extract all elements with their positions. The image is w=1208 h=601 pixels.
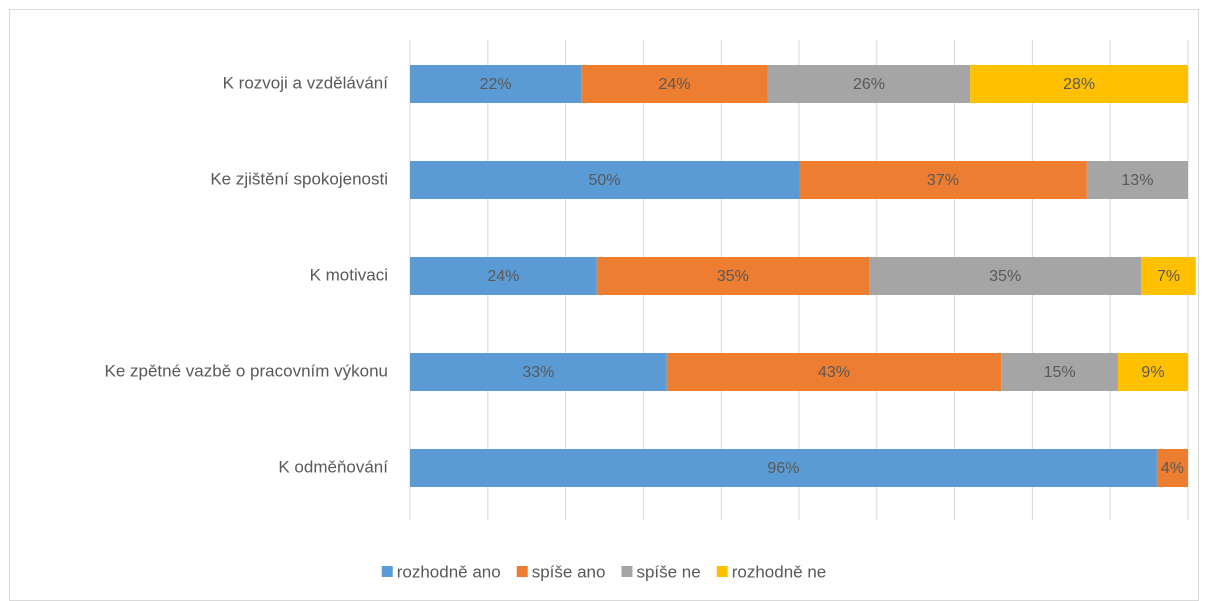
bar-segment: [1086, 161, 1188, 199]
data-label: 9%: [1141, 364, 1164, 381]
bar-segment: [1117, 353, 1188, 391]
legend-swatch: [621, 566, 633, 577]
bar-segment: [410, 161, 799, 199]
data-label: 24%: [659, 76, 691, 93]
bar-segment: [581, 65, 768, 103]
data-label: 4%: [1161, 460, 1184, 477]
bar-segment: [1001, 353, 1118, 391]
legend-swatch: [381, 566, 393, 577]
data-label: 43%: [818, 364, 850, 381]
data-label: 35%: [717, 268, 749, 285]
data-label: 7%: [1157, 268, 1180, 285]
data-label: 33%: [522, 364, 554, 381]
data-label: 35%: [989, 268, 1021, 285]
legend-label: rozhodně ne: [732, 562, 827, 581]
bar-segment: [799, 161, 1087, 199]
data-label: 28%: [1063, 76, 1095, 93]
legend-label: rozhodně ano: [397, 562, 501, 581]
data-label: 22%: [480, 76, 512, 93]
y-tick-label: K motivaci: [310, 265, 388, 284]
data-label: 50%: [588, 172, 620, 189]
legend-swatch: [716, 566, 728, 577]
legend-swatch: [516, 566, 528, 577]
bar-segment: [1141, 257, 1196, 295]
bar-segment: [410, 257, 597, 295]
y-tick-label: Ke zpětné vazbě o pracovním výkonu: [105, 361, 389, 380]
bar-segment: [410, 449, 1157, 487]
bar-segment: [666, 353, 1002, 391]
data-label: 15%: [1044, 364, 1076, 381]
data-label: 37%: [927, 172, 959, 189]
bar-segment: [596, 257, 870, 295]
data-label: 24%: [487, 268, 519, 285]
data-label: 96%: [767, 460, 799, 477]
bar-segment: [869, 257, 1142, 295]
legend-label: spíše ano: [532, 562, 606, 581]
bar-segment: [410, 65, 582, 103]
bar-segment: [970, 65, 1188, 103]
bar-segment: [1156, 449, 1188, 487]
data-label: 13%: [1121, 172, 1153, 189]
y-tick-label: K odměňování: [278, 457, 388, 476]
legend-label: spíše ne: [636, 562, 700, 581]
bar-segment: [767, 65, 971, 103]
y-tick-label: K rozvoji a vzdělávání: [223, 73, 389, 92]
data-label: 26%: [853, 76, 885, 93]
bar-segment: [410, 353, 667, 391]
chart-border: [9, 9, 1199, 601]
y-tick-label: Ke zjištění spokojenosti: [210, 169, 388, 188]
